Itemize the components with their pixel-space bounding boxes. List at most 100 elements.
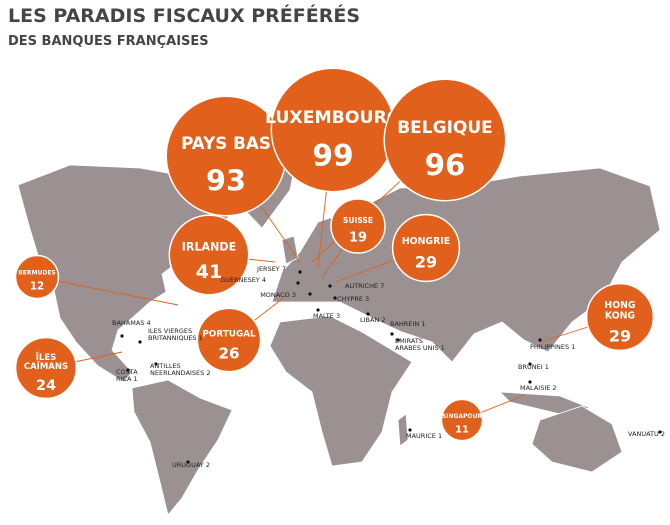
place-label: EMIRATS ARABES UNIS 1 xyxy=(395,337,445,352)
bubble-label: BERMUDES xyxy=(18,270,56,277)
place-dot xyxy=(308,292,312,296)
bubble-value: 19 xyxy=(349,231,367,246)
place-label: MALAISIE 2 xyxy=(520,384,557,392)
place-dot xyxy=(126,368,130,372)
bubble-label: PORTUGAL xyxy=(202,329,256,339)
bubble-label: ÎLES xyxy=(36,351,57,363)
bubble xyxy=(585,282,655,352)
place-value: 1 xyxy=(134,375,138,383)
bubble xyxy=(168,214,250,296)
leader-lines xyxy=(36,129,621,421)
place-name: MALAISIE xyxy=(520,384,550,392)
place-value: 3 xyxy=(365,295,369,303)
place-dot xyxy=(138,340,142,344)
bubble xyxy=(440,398,484,442)
bubble-value: 29 xyxy=(609,326,631,345)
place-value: 2 xyxy=(206,461,210,469)
bubble xyxy=(14,336,78,400)
place-label: PHILIPPINES 1 xyxy=(530,343,575,351)
place-dot xyxy=(186,460,190,464)
place-value: 1 xyxy=(545,363,549,371)
place-value: 1 xyxy=(441,344,445,352)
subtitle: DES BANQUES FRANÇAISES xyxy=(8,34,209,49)
place-name: BRUNEI xyxy=(518,363,543,371)
place-value: 3 xyxy=(292,291,296,299)
place-label: CHYPRE 3 xyxy=(337,295,369,303)
place-label: BAHAMAS 4 xyxy=(112,319,151,327)
continents xyxy=(17,139,661,516)
bubble-value: 29 xyxy=(415,252,437,271)
bubble xyxy=(330,198,386,254)
place-value: 2 xyxy=(381,316,385,324)
place-value: 3 xyxy=(336,312,340,320)
place-label: MONACO 3 xyxy=(260,291,296,299)
place-value: 2 xyxy=(552,384,556,392)
place-name: URUGUAY xyxy=(172,461,204,469)
place-name: MONACO xyxy=(260,291,290,299)
bubble-label: IRLANDE xyxy=(182,240,236,253)
place-label: BAHREIN 1 xyxy=(390,320,425,328)
place-label: AUTRICHE 7 xyxy=(345,282,384,290)
place-label: ILES VIERGES BRITANNIQUES 1 xyxy=(148,327,203,342)
bubble-value: 24 xyxy=(36,377,56,394)
place-value: 1 xyxy=(438,432,442,440)
bubble-label: KONG xyxy=(605,310,635,321)
marks: PAYS BAS 93 LUXEMBOURG 99 BELGIQUE 96 IRLANDE 4… xyxy=(14,67,665,469)
place-name: CHYPRE xyxy=(337,295,363,303)
bubble xyxy=(391,213,461,283)
bubble xyxy=(270,67,396,193)
place-name: BAHAMAS xyxy=(112,319,144,327)
place-label: GUERNESEY 4 xyxy=(220,276,266,284)
bubble xyxy=(196,307,262,373)
place-label: COSTA RICA 1 xyxy=(116,368,138,383)
place-label: URUGUAY 2 xyxy=(172,461,210,469)
place-value: 7 xyxy=(380,282,384,290)
place-dot xyxy=(408,428,412,432)
place-dot xyxy=(396,338,400,342)
place-value: 4 xyxy=(262,276,266,284)
place-dot xyxy=(390,332,394,336)
bubble-label: HONGRIE xyxy=(402,236,450,247)
place-value: 2 xyxy=(206,369,210,377)
place-value: 4 xyxy=(147,319,151,327)
place-name: ARABES UNIS xyxy=(395,344,439,352)
place-name: AUTRICHE xyxy=(345,282,378,290)
place-label: VANUATU 2 xyxy=(628,430,665,438)
place-label: MAURICE 1 xyxy=(406,432,442,440)
place-value: 2 xyxy=(661,430,665,438)
place-name: LIBAN xyxy=(360,316,379,324)
place-dot xyxy=(298,270,302,274)
south-america xyxy=(131,379,233,516)
bubble xyxy=(383,78,507,202)
bubble-label: LUXEMBOURG xyxy=(265,108,401,128)
bubble-label: SUISSE xyxy=(343,216,373,225)
bubble-label: PAYS BAS xyxy=(181,133,271,153)
bubble-value: 96 xyxy=(425,148,466,182)
place-value: 1 xyxy=(421,320,425,328)
place-name: GUERNESEY xyxy=(220,276,260,284)
place-name: COSTA xyxy=(116,368,138,376)
place-dot xyxy=(120,334,124,338)
place-name: BAHREIN xyxy=(390,320,419,328)
title: LES PARADIS FISCAUX PRÉFÉRÉS xyxy=(8,4,360,27)
bubble-value: 41 xyxy=(196,261,223,283)
place-dot xyxy=(296,281,300,285)
place-name: ANTILLES xyxy=(150,362,181,370)
place-dot xyxy=(658,430,662,434)
place-label: MALTE 3 xyxy=(313,312,340,320)
place-name: PHILIPPINES xyxy=(530,343,569,351)
place-dot xyxy=(528,362,532,366)
bubble-label: BELGIQUE xyxy=(397,118,493,138)
bubble-value: 93 xyxy=(206,164,246,198)
place-name: RICA xyxy=(116,375,132,383)
bubble xyxy=(14,254,60,300)
place-dot xyxy=(328,284,332,288)
place-dot xyxy=(366,312,370,316)
place-dot xyxy=(538,338,542,342)
place-label: BRUNEI 1 xyxy=(518,363,549,371)
place-dot xyxy=(316,308,320,312)
africa xyxy=(269,315,413,467)
place-label: LIBAN 2 xyxy=(360,316,386,324)
place-name: MAURICE xyxy=(406,432,436,440)
